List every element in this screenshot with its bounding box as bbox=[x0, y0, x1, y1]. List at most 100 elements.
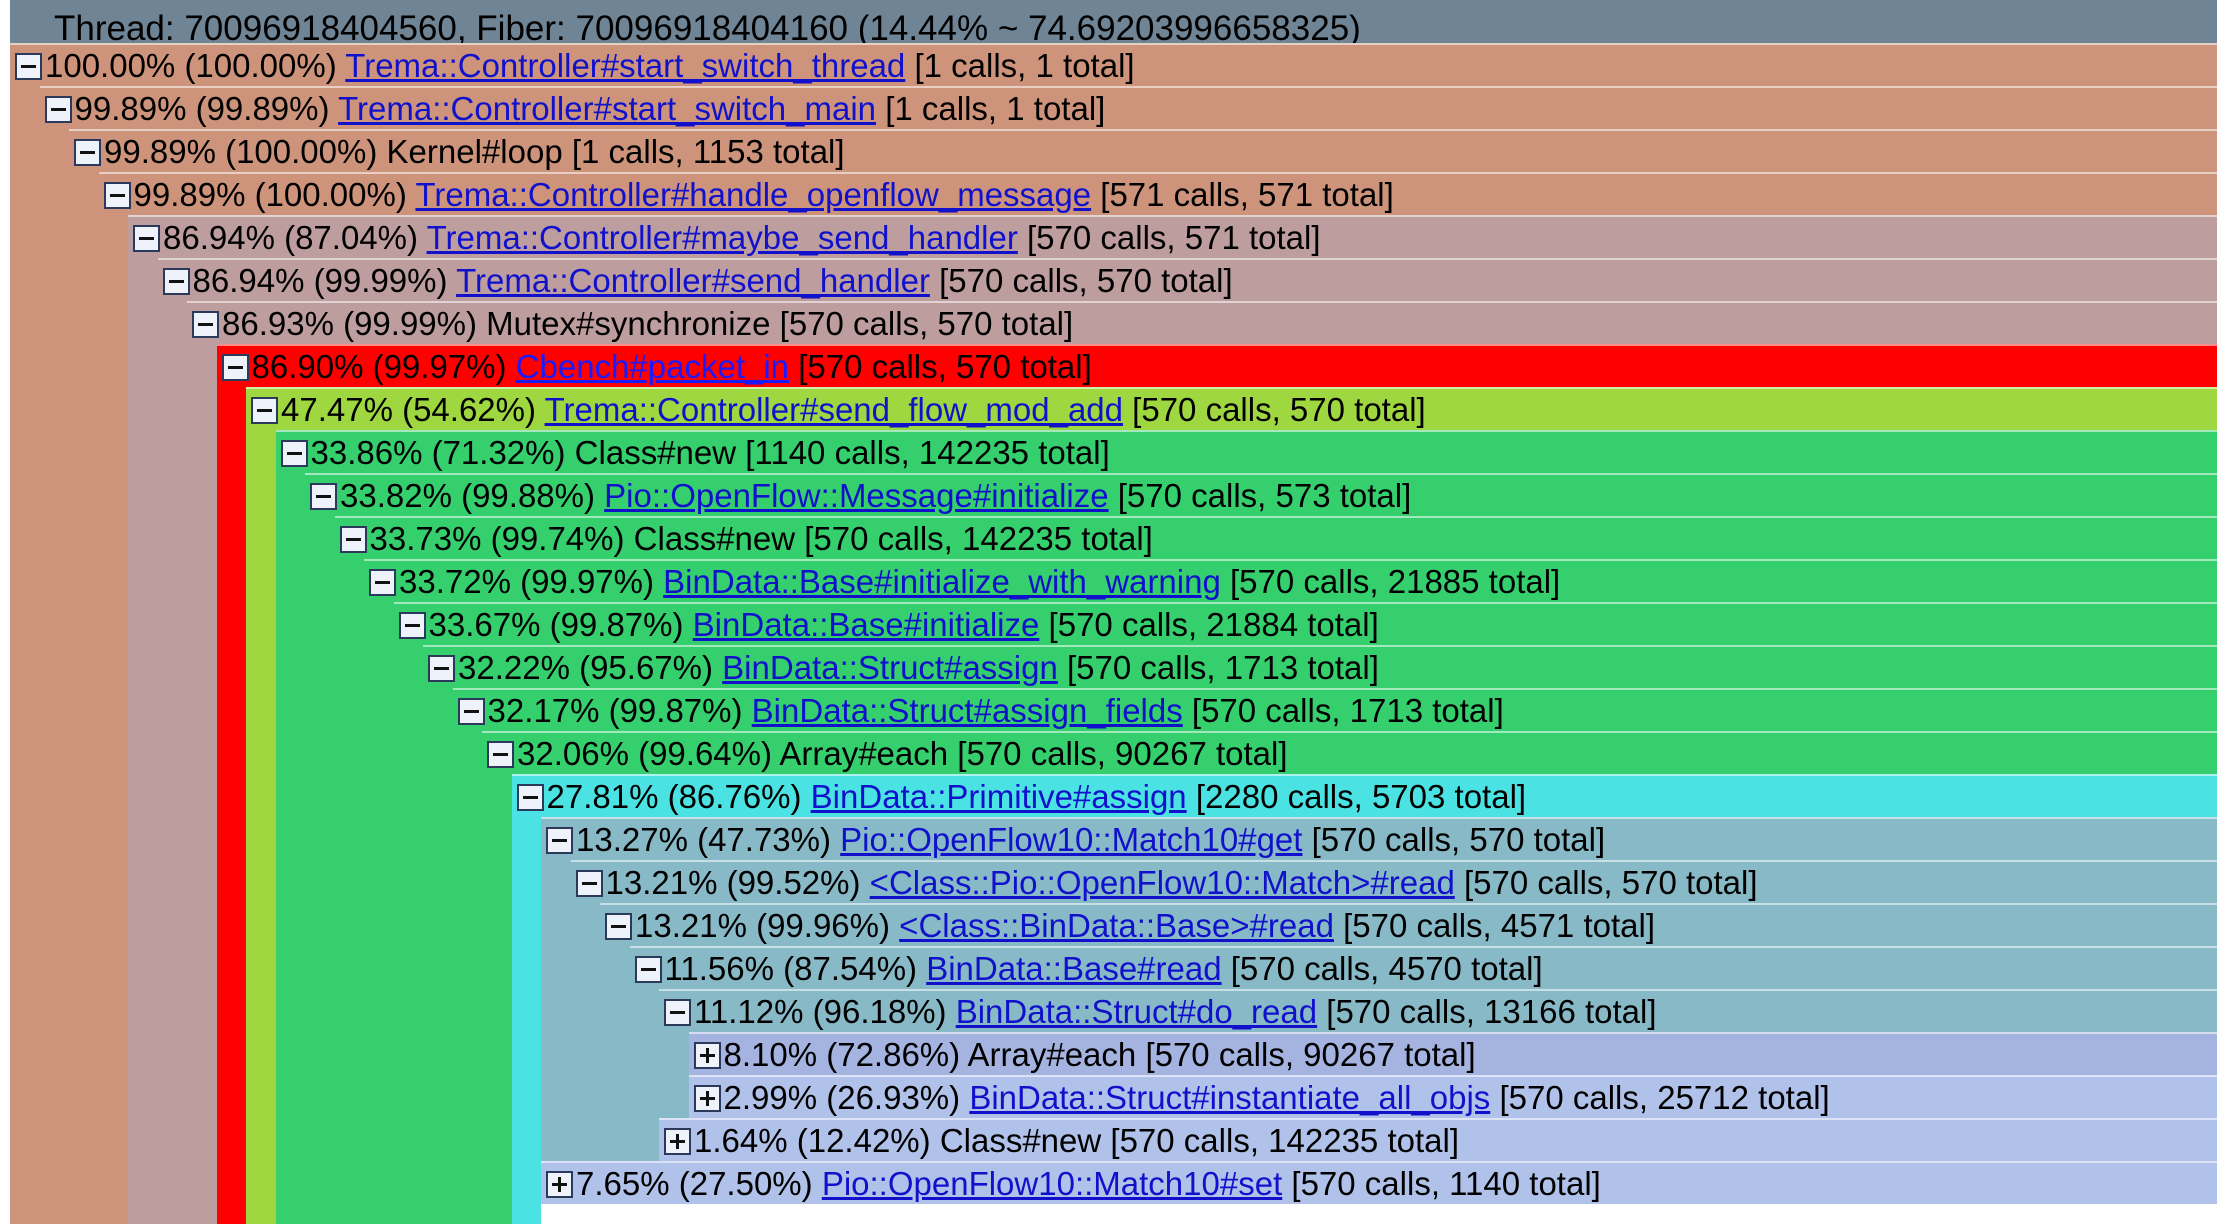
call-tree-row: 32.06% (99.64%) Array#each [570 calls, 9… bbox=[482, 731, 2217, 774]
method-link[interactable]: BinData::Struct#assign bbox=[722, 649, 1058, 686]
call-counts: [570 calls, 573 total] bbox=[1117, 477, 1412, 514]
node-percentage: 86.90% (99.97%) bbox=[251, 348, 507, 385]
collapse-icon[interactable] bbox=[162, 267, 190, 295]
expand-icon[interactable] bbox=[664, 1127, 691, 1155]
collapse-icon[interactable] bbox=[369, 568, 396, 596]
collapse-icon[interactable] bbox=[251, 396, 278, 424]
collapse-icon[interactable] bbox=[398, 611, 426, 639]
node-percentage: 11.56% (87.54%) bbox=[664, 950, 918, 987]
collapse-icon[interactable] bbox=[221, 353, 249, 381]
collapse-icon[interactable] bbox=[605, 912, 632, 940]
tree-guide-column bbox=[305, 516, 335, 1224]
node-percentage: 86.94% (87.04%) bbox=[163, 219, 418, 256]
tree-guide-column bbox=[629, 989, 659, 1161]
collapse-icon[interactable] bbox=[44, 95, 72, 123]
node-percentage: 33.82% (99.88%) bbox=[340, 477, 595, 514]
method-name: Kernel#loop bbox=[386, 133, 563, 170]
call-tree-row: 13.21% (99.96%) <Class::BinData::Base>#r… bbox=[600, 903, 2217, 946]
call-tree-row: 2.99% (26.93%) BinData::Struct#instantia… bbox=[688, 1075, 2217, 1118]
method-link[interactable]: BinData::Base#initialize_with_warning bbox=[663, 563, 1221, 600]
collapse-icon[interactable] bbox=[103, 181, 131, 209]
call-tree-row: 13.21% (99.52%) <Class::Pio::OpenFlow10:… bbox=[570, 860, 2217, 903]
method-link[interactable]: <Class::BinData::Base>#read bbox=[899, 907, 1334, 944]
call-counts: [1140 calls, 142235 total] bbox=[745, 434, 1110, 471]
method-link[interactable]: Trema::Controller#handle_openflow_messag… bbox=[415, 176, 1092, 213]
collapse-icon[interactable] bbox=[516, 783, 544, 811]
call-tree-row: 8.10% (72.86%) Array#each [570 calls, 90… bbox=[688, 1032, 2217, 1075]
call-counts: [570 calls, 570 total] bbox=[1463, 864, 1758, 901]
collapse-icon[interactable] bbox=[546, 826, 573, 854]
method-name: Class#new bbox=[574, 434, 737, 471]
method-link[interactable]: Pio::OpenFlow10::Match10#get bbox=[840, 821, 1303, 858]
expand-icon[interactable] bbox=[546, 1170, 573, 1198]
call-counts: [570 calls, 1713 total] bbox=[1067, 649, 1379, 686]
call-counts: [570 calls, 4571 total] bbox=[1343, 907, 1655, 944]
method-link[interactable]: BinData::Base#read bbox=[926, 950, 1222, 987]
call-tree-row: 99.89% (100.00%) Trema::Controller#handl… bbox=[98, 172, 2217, 215]
expand-icon[interactable] bbox=[693, 1041, 721, 1069]
node-percentage: 47.47% (54.62%) bbox=[281, 391, 536, 428]
call-counts: [570 calls, 25712 total] bbox=[1499, 1079, 1830, 1116]
node-percentage: 33.73% (99.74%) bbox=[369, 520, 625, 557]
expand-icon[interactable] bbox=[693, 1084, 721, 1112]
tree-guide-column bbox=[39, 129, 69, 1224]
collapse-icon[interactable] bbox=[634, 955, 662, 983]
call-counts: [570 calls, 21885 total] bbox=[1230, 563, 1561, 600]
tree-guide-column bbox=[423, 688, 453, 1224]
call-tree-row: 33.72% (99.97%) BinData::Base#initialize… bbox=[364, 559, 2217, 602]
method-link[interactable]: Trema::Controller#maybe_send_handler bbox=[426, 219, 1018, 256]
node-percentage: 99.89% (100.00%) bbox=[104, 133, 378, 170]
collapse-icon[interactable] bbox=[487, 740, 514, 768]
tree-guide-column bbox=[570, 903, 600, 1161]
method-link[interactable]: BinData::Struct#assign_fields bbox=[751, 692, 1183, 729]
method-link[interactable]: Pio::OpenFlow::Message#initialize bbox=[604, 477, 1109, 514]
node-percentage: 86.94% (99.99%) bbox=[192, 262, 448, 299]
collapse-icon[interactable] bbox=[133, 224, 160, 252]
call-counts: [1 calls, 1 total] bbox=[885, 90, 1106, 127]
call-tree-row: 32.17% (99.87%) BinData::Struct#assign_f… bbox=[452, 688, 2217, 731]
method-link[interactable]: BinData::Struct#instantiate_all_objs bbox=[969, 1079, 1491, 1116]
node-percentage: 33.86% (71.32%) bbox=[310, 434, 566, 471]
collapse-icon[interactable] bbox=[457, 697, 485, 725]
method-link[interactable]: Pio::OpenFlow10::Match10#set bbox=[821, 1165, 1283, 1202]
method-link[interactable]: Trema::Controller#send_handler bbox=[456, 262, 930, 299]
thread-title: Thread: 70096918404560, Fiber: 700969184… bbox=[54, 9, 1361, 48]
call-tree-row: 11.12% (96.18%) BinData::Struct#do_read … bbox=[659, 989, 2217, 1032]
method-name: Array#each bbox=[967, 1036, 1137, 1073]
method-link[interactable]: BinData::Base#initialize bbox=[692, 606, 1040, 643]
call-counts: [570 calls, 21884 total] bbox=[1048, 606, 1379, 643]
call-tree-row: 33.82% (99.88%) Pio::OpenFlow::Message#i… bbox=[305, 473, 2217, 516]
call-tree-row: 1.64% (12.42%) Class#new [570 calls, 142… bbox=[659, 1118, 2217, 1161]
tree-guide-column bbox=[334, 559, 364, 1224]
call-tree-row: 27.81% (86.76%) BinData::Primitive#assig… bbox=[511, 774, 2217, 817]
collapse-icon[interactable] bbox=[280, 439, 308, 467]
call-counts: [570 calls, 570 total] bbox=[939, 262, 1233, 299]
collapse-icon[interactable] bbox=[74, 138, 101, 166]
collapse-icon[interactable] bbox=[664, 998, 691, 1026]
collapse-icon[interactable] bbox=[428, 654, 455, 682]
method-link[interactable]: Trema::Controller#start_switch_main bbox=[338, 90, 877, 127]
collapse-icon[interactable] bbox=[339, 525, 367, 553]
method-link[interactable]: <Class::Pio::OpenFlow10::Match>#read bbox=[869, 864, 1455, 901]
method-name: Class#new bbox=[939, 1122, 1102, 1159]
call-counts: [571 calls, 571 total] bbox=[1100, 176, 1394, 213]
node-percentage: 1.64% (12.42%) bbox=[694, 1122, 931, 1159]
method-link[interactable]: BinData::Struct#do_read bbox=[955, 993, 1318, 1030]
tree-guide-column bbox=[216, 387, 246, 1224]
collapse-icon[interactable] bbox=[310, 482, 337, 510]
node-percentage: 2.99% (26.93%) bbox=[723, 1079, 961, 1116]
node-percentage: 86.93% (99.99%) bbox=[222, 305, 477, 342]
collapse-icon[interactable] bbox=[192, 310, 219, 338]
call-tree-row: 33.73% (99.74%) Class#new [570 calls, 14… bbox=[334, 516, 2217, 559]
method-link[interactable]: Trema::Controller#send_flow_mod_add bbox=[544, 391, 1123, 428]
method-name: Mutex#synchronize bbox=[486, 305, 771, 342]
collapse-icon[interactable] bbox=[15, 52, 42, 80]
call-tree-row: 86.93% (99.99%) Mutex#synchronize [570 c… bbox=[187, 301, 2217, 344]
method-link[interactable]: BinData::Primitive#assign bbox=[810, 778, 1187, 815]
collapse-icon[interactable] bbox=[575, 869, 603, 897]
tree-guide-column bbox=[600, 946, 630, 1161]
call-tree-row: 86.94% (99.99%) Trema::Controller#send_h… bbox=[157, 258, 2217, 301]
method-link[interactable]: Cbench#packet_in bbox=[515, 348, 790, 385]
method-link[interactable]: Trema::Controller#start_switch_thread bbox=[345, 47, 906, 84]
